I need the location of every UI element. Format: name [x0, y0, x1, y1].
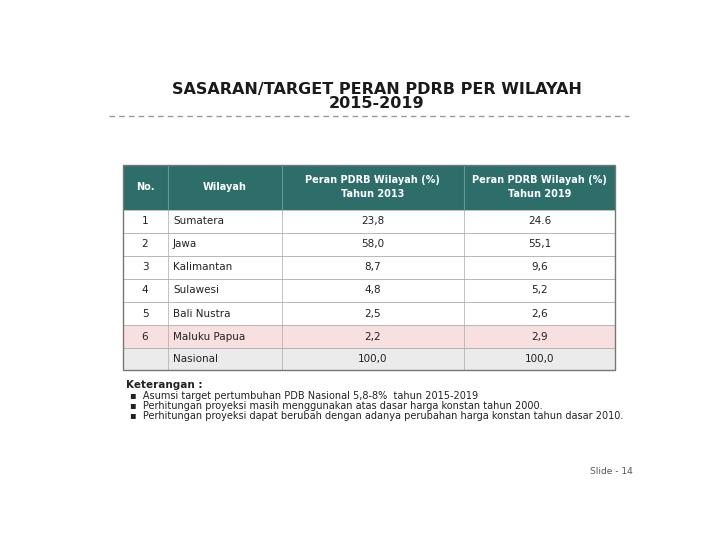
Text: Peran PDRB Wilayah (%)
Tahun 2013: Peran PDRB Wilayah (%) Tahun 2013: [305, 175, 441, 199]
Text: ▪  Perhitungan proyeksi dapat berubah dengan adanya perubahan harga konstan tahu: ▪ Perhitungan proyeksi dapat berubah den…: [130, 410, 623, 421]
Bar: [122, 302, 616, 325]
Text: Nasional: Nasional: [173, 354, 218, 364]
Text: 100,0: 100,0: [525, 354, 554, 364]
Text: 55,1: 55,1: [528, 239, 551, 249]
Text: Jawa: Jawa: [173, 239, 197, 249]
Text: 2: 2: [142, 239, 148, 249]
Bar: [122, 256, 616, 279]
Text: Slide - 14: Slide - 14: [590, 467, 632, 476]
Text: Peran PDRB Wilayah (%)
Tahun 2019: Peran PDRB Wilayah (%) Tahun 2019: [472, 175, 607, 199]
Text: 1: 1: [142, 216, 148, 226]
Text: 100,0: 100,0: [358, 354, 387, 364]
Bar: [122, 165, 616, 210]
Text: 2,9: 2,9: [531, 332, 548, 342]
Bar: [122, 279, 616, 302]
Bar: [122, 233, 616, 256]
Text: Kalimantan: Kalimantan: [173, 262, 232, 272]
Text: ▪  Asumsi target pertumbuhan PDB Nasional 5,8-8%  tahun 2015-2019: ▪ Asumsi target pertumbuhan PDB Nasional…: [130, 390, 477, 401]
Text: 5,2: 5,2: [531, 286, 548, 295]
Text: 2,6: 2,6: [531, 308, 548, 319]
Text: 24.6: 24.6: [528, 216, 551, 226]
Text: 3: 3: [142, 262, 148, 272]
Text: Bali Nustra: Bali Nustra: [173, 308, 230, 319]
Text: 2,2: 2,2: [364, 332, 381, 342]
Text: 6: 6: [142, 332, 148, 342]
Text: 8,7: 8,7: [364, 262, 381, 272]
Text: 4,8: 4,8: [364, 286, 381, 295]
Text: 2,5: 2,5: [364, 308, 381, 319]
Text: 2015-2019: 2015-2019: [329, 96, 425, 111]
Bar: [122, 325, 616, 348]
Bar: [122, 165, 616, 370]
Text: Maluku Papua: Maluku Papua: [173, 332, 246, 342]
Bar: [122, 210, 616, 233]
Text: 5: 5: [142, 308, 148, 319]
Text: Keterangan :: Keterangan :: [127, 381, 203, 390]
Text: Sulawesi: Sulawesi: [173, 286, 219, 295]
Text: Sumatera: Sumatera: [173, 216, 224, 226]
Text: 9,6: 9,6: [531, 262, 548, 272]
Text: Wilayah: Wilayah: [203, 182, 247, 192]
Text: No.: No.: [136, 182, 154, 192]
Text: 23,8: 23,8: [361, 216, 384, 226]
Text: SASARAN/TARGET PERAN PDRB PER WILAYAH: SASARAN/TARGET PERAN PDRB PER WILAYAH: [172, 82, 582, 97]
Text: ▪  Perhitungan proyeksi masih menggunakan atas dasar harga konstan tahun 2000.: ▪ Perhitungan proyeksi masih menggunakan…: [130, 401, 542, 410]
Bar: [122, 348, 616, 370]
Text: 4: 4: [142, 286, 148, 295]
Text: 58,0: 58,0: [361, 239, 384, 249]
